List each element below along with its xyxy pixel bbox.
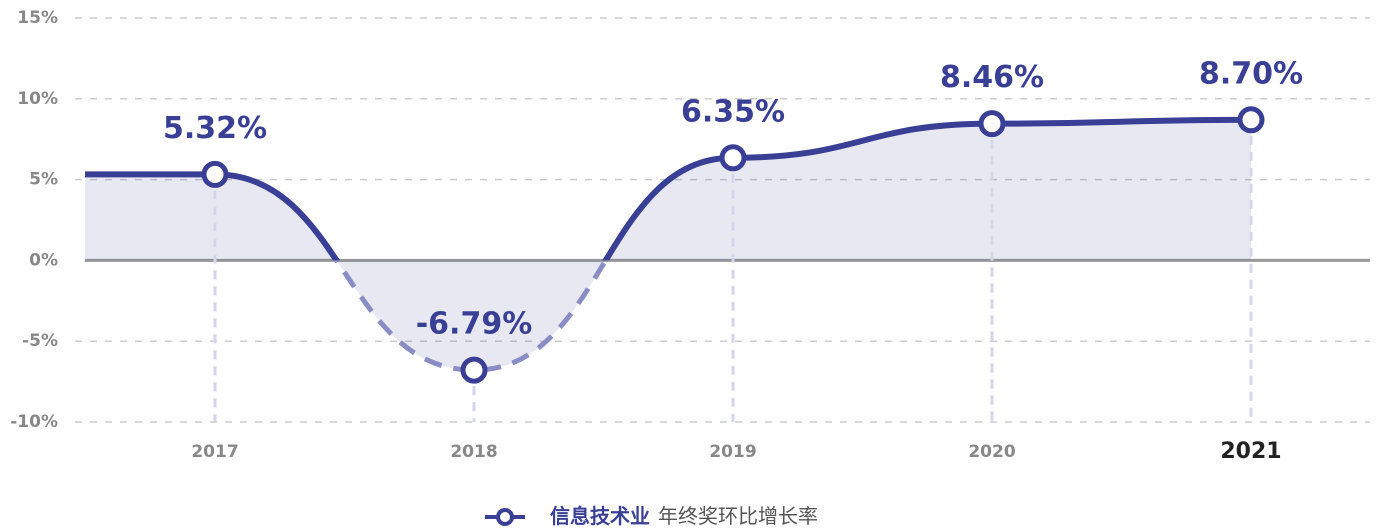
y-tick-label: -10% xyxy=(10,412,58,432)
legend-series-name: 信息技术业 xyxy=(550,504,650,528)
x-tick-label: 2019 xyxy=(709,442,756,462)
point xyxy=(978,110,1006,138)
value-label: 8.70% xyxy=(1199,56,1303,91)
point xyxy=(460,356,488,384)
y-tick-label: 0% xyxy=(29,250,58,270)
x-tick-label: 2021 xyxy=(1220,439,1281,464)
y-tick-label: 5% xyxy=(29,170,58,190)
legend-title: 年终奖环比增长率 xyxy=(658,504,818,528)
x-tick-label: 2020 xyxy=(968,442,1015,462)
legend-icon-marker xyxy=(496,508,514,526)
y-tick-label: -5% xyxy=(22,331,58,351)
value-label: 5.32% xyxy=(163,111,267,146)
point xyxy=(1237,106,1265,134)
y-tick-label: 15% xyxy=(17,8,58,28)
x-tick-label: 2018 xyxy=(450,442,497,462)
value-label: -6.79% xyxy=(416,307,533,342)
value-label: 6.35% xyxy=(681,94,785,129)
y-tick-label: 10% xyxy=(17,89,58,109)
x-tick-label: 2017 xyxy=(191,442,238,462)
value-label: 8.46% xyxy=(940,60,1044,95)
area xyxy=(85,119,1251,371)
legend-label: 信息技术业 年终奖环比增长率 xyxy=(550,504,818,528)
point xyxy=(201,160,229,188)
point xyxy=(719,144,747,172)
line xyxy=(85,116,1252,261)
